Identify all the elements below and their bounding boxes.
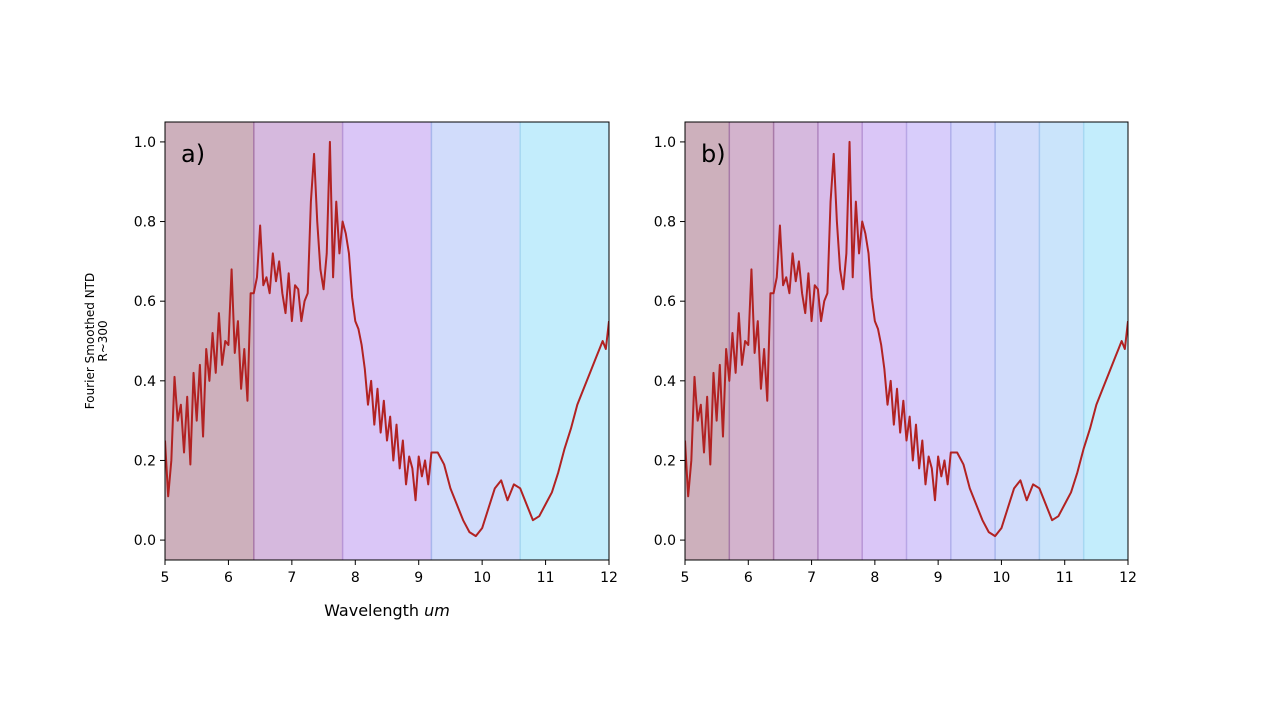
plot-frame-b xyxy=(684,121,1129,561)
y-tick-label-a-0.2: 0.2 xyxy=(134,453,156,469)
y-tick-label-b-0.0: 0.0 xyxy=(654,533,676,549)
x-tick-label-a-10: 10 xyxy=(473,570,491,586)
y-tick-label-a-0.0: 0.0 xyxy=(134,533,156,549)
wavelength-band-b-9 xyxy=(1039,122,1084,560)
x-tick-label-a-11: 11 xyxy=(537,570,555,586)
x-axis-label: Wavelength um xyxy=(324,601,450,620)
wavelength-band-a-1 xyxy=(165,122,254,560)
x-tick-label-a-8: 8 xyxy=(351,570,360,586)
x-tick-label-b-11: 11 xyxy=(1056,570,1074,586)
panel-b: 5 6 7 8 9 10 11 12 0.0 0.2 0.4 0.6 0.8 1.0 b) xyxy=(654,121,1137,586)
wavelength-band-b-5 xyxy=(862,122,907,560)
wavelength-band-a-5 xyxy=(520,122,609,560)
y-tick-label-a-0.8: 0.8 xyxy=(134,215,156,231)
x-tick-label-a-5: 5 xyxy=(161,570,170,586)
wavelength-band-b-6 xyxy=(906,122,951,560)
y-tick-label-b-0.6: 0.6 xyxy=(654,294,676,310)
y-tick-label-a-0.4: 0.4 xyxy=(134,374,156,390)
wavelength-band-b-4 xyxy=(817,122,863,560)
y-tick-label-b-0.2: 0.2 xyxy=(654,453,676,469)
x-axis-label-text: Wavelength xyxy=(324,601,424,620)
wavelength-band-a-4 xyxy=(431,122,521,560)
x-tick-label-a-12: 12 xyxy=(600,570,618,586)
x-tick-label-a-7: 7 xyxy=(287,570,296,586)
plot-frame-a xyxy=(164,121,610,561)
x-tick-label-b-10: 10 xyxy=(993,570,1011,586)
x-tick-label-b-12: 12 xyxy=(1119,570,1137,586)
wavelength-band-b-1 xyxy=(685,122,730,560)
series-line-b-1 xyxy=(685,140,1128,538)
x-tick-label-b-9: 9 xyxy=(934,570,943,586)
series-line-a-1 xyxy=(165,140,609,538)
y-tick-label-a-0.6: 0.6 xyxy=(134,294,156,310)
x-tick-label-b-5: 5 xyxy=(681,570,690,586)
wavelength-band-a-3 xyxy=(342,122,432,560)
wavelength-band-b-7 xyxy=(950,122,996,560)
panel-a: 5 6 7 8 9 10 11 12 0.0 0.2 0.4 0.6 0.8 1.0 a) xyxy=(134,121,618,586)
panel-label-b: b) xyxy=(701,140,726,168)
x-axis-label-unit: um xyxy=(424,601,450,620)
wavelength-band-b-8 xyxy=(995,122,1040,560)
y-tick-label-b-1.0: 1.0 xyxy=(654,135,676,151)
y-tick-label-b-0.4: 0.4 xyxy=(654,374,676,390)
x-tick-label-b-8: 8 xyxy=(870,570,879,586)
panel-label-a: a) xyxy=(181,140,205,168)
x-tick-label-a-9: 9 xyxy=(414,570,423,586)
x-tick-label-a-6: 6 xyxy=(224,570,233,586)
x-tick-label-b-6: 6 xyxy=(744,570,753,586)
x-tick-label-b-7: 7 xyxy=(807,570,816,586)
y-axis-label-line1: Fourier Smoothed NTD xyxy=(83,273,97,409)
wavelength-band-b-3 xyxy=(773,122,818,560)
y-tick-label-b-0.8: 0.8 xyxy=(654,215,676,231)
y-tick-label-a-1.0: 1.0 xyxy=(134,135,156,151)
y-axis-label-line2: R~300 xyxy=(96,320,110,361)
wavelength-band-b-2 xyxy=(729,122,774,560)
